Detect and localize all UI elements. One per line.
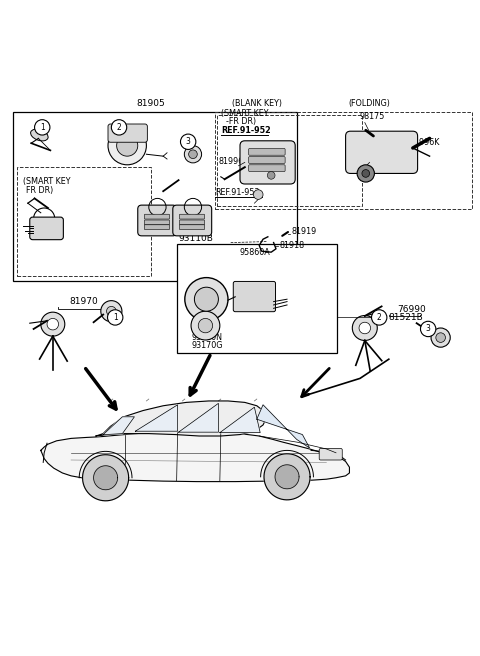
Text: (FOLDING): (FOLDING) <box>348 99 390 108</box>
Text: 2: 2 <box>377 313 382 322</box>
Text: 95413A: 95413A <box>365 154 396 163</box>
Polygon shape <box>275 465 299 489</box>
Text: 98175: 98175 <box>359 112 384 121</box>
Polygon shape <box>41 431 349 482</box>
Polygon shape <box>103 417 134 434</box>
FancyBboxPatch shape <box>30 217 63 239</box>
Polygon shape <box>264 454 310 500</box>
Circle shape <box>180 134 196 150</box>
Circle shape <box>362 170 370 177</box>
Circle shape <box>117 135 138 156</box>
Text: 3: 3 <box>186 137 191 146</box>
FancyBboxPatch shape <box>180 215 204 219</box>
Circle shape <box>191 311 220 340</box>
FancyBboxPatch shape <box>249 165 285 171</box>
Text: 1: 1 <box>40 123 45 132</box>
Bar <box>177 243 337 353</box>
Text: 95430E: 95430E <box>353 165 383 173</box>
FancyBboxPatch shape <box>108 124 147 142</box>
Text: 81919: 81919 <box>292 228 317 237</box>
Text: FR DR): FR DR) <box>26 186 54 195</box>
Text: 1: 1 <box>113 313 118 322</box>
Circle shape <box>267 171 275 179</box>
FancyBboxPatch shape <box>233 281 276 312</box>
FancyBboxPatch shape <box>138 205 177 236</box>
Circle shape <box>198 318 213 333</box>
Polygon shape <box>96 401 266 436</box>
Circle shape <box>420 321 436 337</box>
Text: 81996K: 81996K <box>409 138 440 146</box>
Text: REF.91-952: REF.91-952 <box>221 126 271 135</box>
Text: 81905: 81905 <box>137 99 166 108</box>
Circle shape <box>108 127 146 165</box>
Text: (SMART KEY: (SMART KEY <box>23 177 71 186</box>
Text: 81521B: 81521B <box>389 314 423 322</box>
Circle shape <box>352 316 377 340</box>
Text: 3: 3 <box>426 325 431 333</box>
FancyBboxPatch shape <box>346 131 418 173</box>
FancyBboxPatch shape <box>180 225 204 230</box>
FancyBboxPatch shape <box>249 148 285 155</box>
Text: 2: 2 <box>117 123 121 132</box>
Text: -FR DR): -FR DR) <box>221 117 256 127</box>
Text: (SMART KEY: (SMART KEY <box>221 109 268 118</box>
Text: 81970: 81970 <box>70 297 98 306</box>
Bar <box>217 115 362 205</box>
Circle shape <box>431 328 450 347</box>
Bar <box>13 112 297 281</box>
Circle shape <box>185 277 228 321</box>
FancyBboxPatch shape <box>249 157 285 163</box>
Polygon shape <box>257 405 310 448</box>
Polygon shape <box>135 405 178 431</box>
Text: 81918: 81918 <box>279 241 304 250</box>
FancyBboxPatch shape <box>319 449 342 460</box>
Circle shape <box>47 318 59 330</box>
Circle shape <box>194 287 218 311</box>
Text: 95860A: 95860A <box>239 248 270 257</box>
Text: (BLANK KEY): (BLANK KEY) <box>232 99 282 108</box>
Polygon shape <box>94 466 118 490</box>
Polygon shape <box>83 455 129 501</box>
Circle shape <box>108 310 123 325</box>
Polygon shape <box>179 403 218 432</box>
Circle shape <box>107 306 116 316</box>
Circle shape <box>372 310 387 325</box>
Text: REF.91-952: REF.91-952 <box>215 188 260 197</box>
Circle shape <box>111 119 127 135</box>
Circle shape <box>35 119 50 135</box>
Circle shape <box>41 312 65 336</box>
Circle shape <box>101 300 122 321</box>
Text: 93810N: 93810N <box>192 333 223 342</box>
FancyBboxPatch shape <box>180 220 204 225</box>
Circle shape <box>253 190 263 199</box>
Text: 76990: 76990 <box>397 304 426 314</box>
Circle shape <box>436 333 445 342</box>
Text: 81996H: 81996H <box>218 157 250 166</box>
Circle shape <box>189 150 197 159</box>
Bar <box>215 112 472 209</box>
Text: 93110B: 93110B <box>179 234 214 243</box>
FancyBboxPatch shape <box>144 215 169 219</box>
Polygon shape <box>220 407 260 433</box>
Circle shape <box>359 322 371 334</box>
FancyBboxPatch shape <box>240 141 295 184</box>
Circle shape <box>357 165 374 182</box>
Ellipse shape <box>31 129 48 141</box>
FancyBboxPatch shape <box>173 205 212 236</box>
FancyBboxPatch shape <box>144 225 169 230</box>
Bar <box>17 167 151 276</box>
FancyBboxPatch shape <box>144 220 169 225</box>
Text: 93170G: 93170G <box>192 340 224 350</box>
Circle shape <box>184 146 202 163</box>
